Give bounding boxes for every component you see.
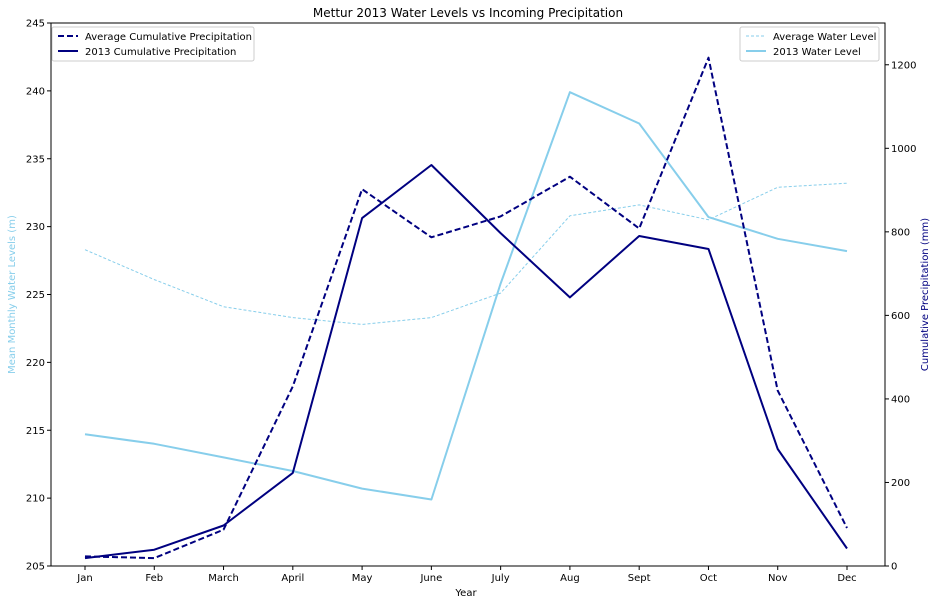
- x-tick-label: Feb: [145, 573, 163, 584]
- x-axis: Jan Feb March April May June July Aug Sept Oct Nov…: [76, 566, 857, 584]
- x-tick-label: April: [281, 573, 304, 584]
- y-left-tick-label: 235: [26, 154, 45, 165]
- legend-left-box: [51, 26, 255, 62]
- x-tick-label: Dec: [837, 573, 856, 584]
- legend-right: Average Water Level 2013 Water Level: [739, 26, 880, 62]
- series-line-average-water-level: [84, 182, 848, 325]
- series-line-average-cumulative-precipitation: [84, 56, 848, 560]
- y-right-tick-label: 800: [891, 227, 910, 238]
- y-right-tick-label: 0: [891, 562, 897, 573]
- legend-2013-precip-label: 2013 Cumulative Precipitation: [85, 47, 236, 58]
- y-right-tick-label: 400: [891, 394, 910, 405]
- legend-avg-water-label: Average Water Level: [773, 32, 876, 43]
- x-tick-label: June: [419, 573, 442, 584]
- y-axis-right-label: Cumulative Precipitation (mm): [920, 218, 931, 371]
- y-axis-left: 205 210 215 220 225 230 235 240 245: [26, 19, 51, 573]
- y-axis-right: 0 200 400 600 800 1000 1200: [885, 60, 916, 573]
- y-right-tick-label: 600: [891, 311, 910, 322]
- series-line-2013-water-level: [84, 91, 848, 501]
- y-left-tick-label: 210: [26, 494, 45, 505]
- y-right-tick-label: 1200: [891, 60, 916, 71]
- x-tick-label: Aug: [560, 573, 580, 584]
- chart-title: Mettur 2013 Water Levels vs Incoming Pre…: [313, 6, 623, 20]
- y-left-tick-label: 225: [26, 290, 45, 301]
- x-tick-label: March: [208, 573, 238, 584]
- plot-frame: [50, 22, 886, 567]
- series-line-2013-cumulative-precipitation: [84, 164, 848, 560]
- y-axis-left-label: Mean Monthly Water Levels (m): [7, 215, 18, 374]
- y-left-tick-label: 215: [26, 426, 45, 437]
- legend-left: Average Cumulative Precipitation 2013 Cu…: [51, 26, 255, 62]
- x-tick-label: Jan: [76, 573, 92, 584]
- x-tick-label: May: [352, 573, 373, 584]
- y-left-tick-label: 205: [26, 562, 45, 573]
- y-right-tick-label: 200: [891, 478, 910, 489]
- legend-2013-water-label: 2013 Water Level: [773, 47, 861, 58]
- legend-right-box: [739, 26, 880, 62]
- x-tick-label: July: [491, 573, 510, 584]
- x-tick-label: Sept: [628, 573, 651, 584]
- series-layer: [84, 56, 848, 560]
- x-tick-label: Oct: [700, 573, 717, 584]
- y-right-tick-label: 1000: [891, 144, 916, 155]
- y-left-tick-label: 230: [26, 222, 45, 233]
- y-left-tick-label: 245: [26, 19, 45, 30]
- x-axis-label: Year: [454, 588, 477, 599]
- y-left-tick-label: 220: [26, 358, 45, 369]
- x-tick-label: Nov: [768, 573, 788, 584]
- legend-avg-precip-label: Average Cumulative Precipitation: [85, 32, 252, 43]
- y-left-tick-label: 240: [26, 86, 45, 97]
